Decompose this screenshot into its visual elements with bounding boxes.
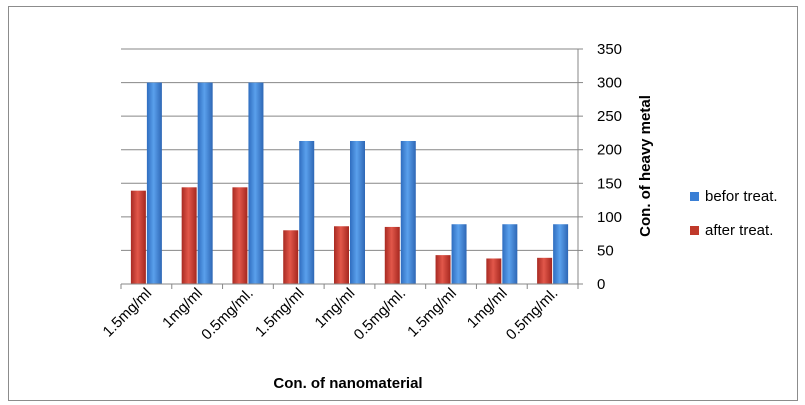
x-tick-label: 1.5mg/ml bbox=[100, 285, 156, 341]
bar-befor-treat bbox=[248, 82, 264, 284]
bar-after-treat bbox=[334, 226, 349, 284]
bar-befor-treat bbox=[502, 224, 518, 284]
bar-befor-treat bbox=[553, 224, 569, 284]
bar-befor-treat bbox=[146, 82, 162, 284]
y-tick-label: 250 bbox=[597, 108, 622, 125]
bar-after-treat bbox=[232, 187, 248, 284]
y-tick-label: 300 bbox=[597, 75, 622, 92]
legend-swatch-after-treat bbox=[690, 226, 699, 235]
legend: befor treat. after treat. bbox=[690, 188, 778, 239]
bar-after-treat bbox=[283, 230, 299, 284]
x-axis-title: Con. of nanomaterial bbox=[273, 375, 422, 392]
bar-befor-treat bbox=[400, 140, 416, 284]
y-tick-labels: 0 50 100 150 200 250 300 350 bbox=[597, 41, 622, 293]
bar-after-treat bbox=[181, 187, 197, 284]
legend-swatch-befor-treat bbox=[690, 192, 699, 201]
bar-after-treat bbox=[537, 257, 553, 284]
x-tick-label: 1mg/ml bbox=[159, 285, 206, 332]
bars bbox=[130, 82, 569, 284]
legend-label-after-treat: after treat. bbox=[705, 222, 773, 239]
y-tick-label: 50 bbox=[597, 242, 614, 259]
gridlines bbox=[121, 48, 578, 251]
x-tick-label: 1.5mg/ml bbox=[404, 285, 460, 341]
bar-after-treat bbox=[130, 190, 146, 284]
bar-after-treat bbox=[435, 255, 451, 284]
y-tick-label: 200 bbox=[597, 142, 622, 159]
y-tick-label: 100 bbox=[597, 209, 622, 226]
bar-after-treat bbox=[486, 258, 502, 284]
bar-befor-treat bbox=[451, 224, 467, 284]
x-tick-label: 0.5mg/ml. bbox=[351, 285, 410, 344]
y-tick-label: 350 bbox=[597, 41, 622, 58]
bar-befor-treat bbox=[197, 82, 213, 284]
x-tick-label: 1mg/ml bbox=[312, 285, 359, 332]
y-axis-title: Con. of heavy metal bbox=[637, 95, 654, 237]
x-tick-label: 1mg/ml bbox=[464, 285, 511, 332]
axes bbox=[120, 48, 583, 289]
bar-after-treat bbox=[384, 226, 400, 284]
y-tick-label: 0 bbox=[597, 276, 605, 293]
x-tick-labels: 1.5mg/ml 1mg/ml0.5mg/ml.1.5mg/ml 1mg/ml0.5… bbox=[100, 285, 562, 344]
x-tick-label: 1.5mg/ml bbox=[252, 285, 308, 341]
x-tick-label: 0.5mg/ml. bbox=[503, 285, 562, 344]
legend-label-befor-treat: befor treat. bbox=[705, 188, 778, 205]
bar-befor-treat bbox=[350, 140, 365, 284]
bar-befor-treat bbox=[299, 140, 315, 284]
x-tick-label: 0.5mg/ml. bbox=[198, 285, 257, 344]
y-tick-label: 150 bbox=[597, 175, 622, 192]
